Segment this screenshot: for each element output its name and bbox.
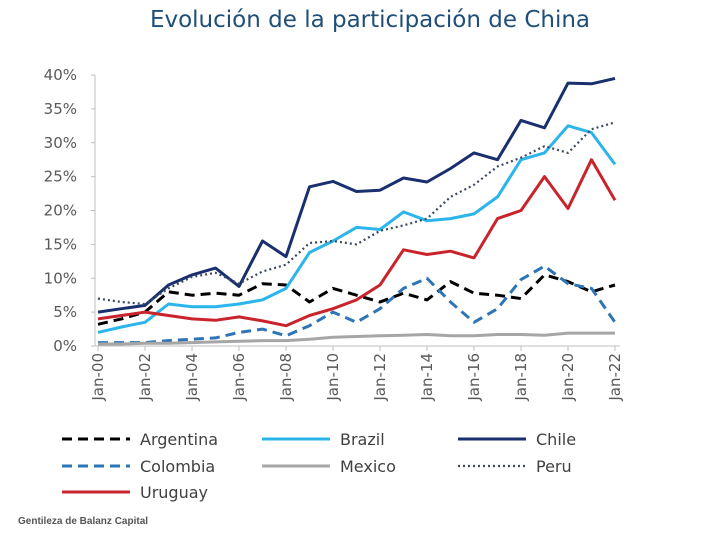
y-tick-label: 0% [53,337,77,355]
x-tick-label: Jan-00 [89,353,107,402]
y-tick-labels: 0% 5% 10% 15% 20% 25% 30% 35% 40% [44,66,95,355]
legend-label-colombia: Colombia [140,457,215,476]
y-tick-label: 30% [44,134,77,152]
series-line-mexico [98,331,615,346]
series-lines [97,76,617,346]
legend-label-peru: Peru [536,457,572,476]
legend-label-brazil: Brazil [340,430,385,449]
x-tick-label: Jan-10 [324,353,342,402]
x-tick-label: Jan-20 [559,353,577,402]
y-tick-label: 35% [44,100,77,118]
series-line-uruguay [97,158,617,328]
x-tick-label: Jan-02 [136,353,154,402]
y-tick-label: 40% [44,66,77,84]
chart-title: Evolución de la participación de China [150,7,590,33]
y-tick-label: 25% [44,168,77,186]
legend-label-chile: Chile [536,430,576,449]
x-tick-label: Jan-16 [465,353,483,402]
series-line-peru [97,121,616,306]
x-tick-label: Jan-22 [606,353,624,402]
series-line-argentina [97,273,616,326]
series-line-brazil [97,124,617,334]
y-tick-label: 5% [53,303,77,321]
legend-label-uruguay: Uruguay [140,483,208,502]
x-tick-labels: Jan-00 Jan-02 Jan-04 Jan-06 Jan-08 Jan-10 Jan-… [89,346,624,402]
legend-label-mexico: Mexico [340,457,396,476]
x-tick-label: Jan-18 [512,353,530,402]
x-tick-label: Jan-06 [230,353,248,402]
y-tick-label: 10% [44,269,77,287]
y-tick-label: 20% [44,202,77,220]
series-line-colombia [98,264,617,345]
x-tick-label: Jan-14 [418,353,436,402]
legend-label-argentina: Argentina [140,430,218,449]
x-tick-label: Jan-04 [183,353,201,402]
y-tick-label: 15% [44,235,77,253]
legend: Argentina Brazil Chile Colombia Mexico Peru Ur… [62,430,576,502]
x-tick-label: Jan-08 [277,353,295,402]
x-tick-label: Jan-12 [371,353,389,402]
source-credit: Gentileza de Balanz Capital [18,516,149,527]
series-line-chile [97,76,616,314]
